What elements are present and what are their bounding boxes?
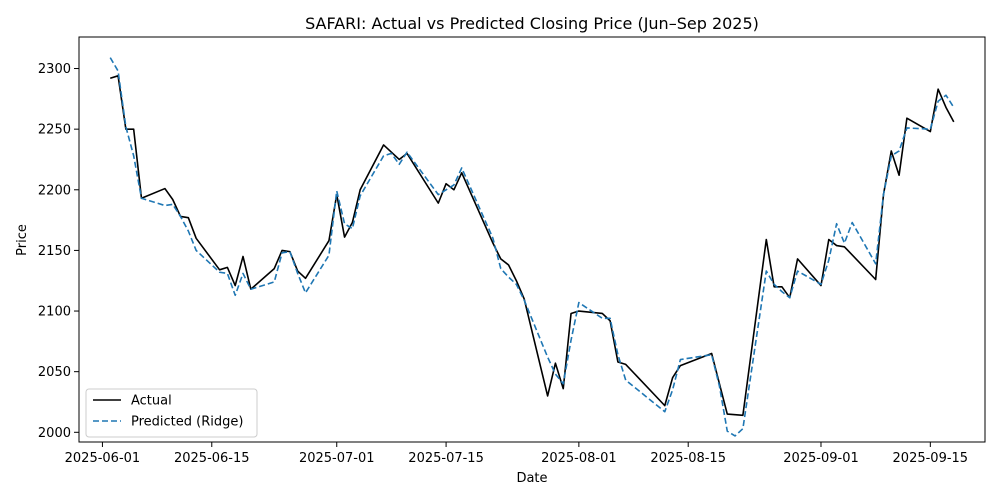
x-tick-label: 2025-09-01 — [783, 451, 859, 466]
x-tick-label: 2025-07-15 — [408, 451, 484, 466]
y-axis-ticks: 2000 2050 2100 2150 2200 2250 2300 — [38, 62, 79, 441]
plot-frame — [78, 36, 986, 443]
x-axis-ticks: 2025-06-01 2025-06-15 2025-07-01 2025-07-15… — [65, 442, 968, 466]
x-tick-label: 2025-09-15 — [893, 451, 969, 466]
legend-label: Actual — [131, 394, 172, 409]
legend: Actual Predicted (Ridge) — [85, 388, 258, 438]
series-line-predicted — [109, 57, 955, 437]
chart-title: SAFARI: Actual vs Predicted Closing Pric… — [305, 14, 759, 33]
x-tick-label: 2025-07-01 — [299, 451, 375, 466]
x-tick-label: 2025-08-01 — [541, 451, 617, 466]
legend-box — [85, 388, 258, 438]
y-tick-label: 2200 — [38, 183, 71, 198]
x-tick-label: 2025-06-15 — [174, 451, 250, 466]
legend-label: Predicted (Ridge) — [131, 415, 243, 430]
x-tick-label: 2025-06-01 — [65, 451, 141, 466]
y-tick-label: 2150 — [38, 244, 71, 259]
y-tick-label: 2050 — [38, 365, 71, 380]
y-axis-label: Price — [15, 224, 30, 256]
series-layer — [109, 57, 955, 437]
y-tick-label: 2250 — [38, 123, 71, 138]
y-tick-label: 2100 — [38, 305, 71, 320]
x-axis-label: Date — [516, 471, 547, 486]
y-tick-label: 2300 — [38, 62, 71, 77]
x-tick-label: 2025-08-15 — [650, 451, 726, 466]
y-tick-label: 2000 — [38, 426, 71, 441]
